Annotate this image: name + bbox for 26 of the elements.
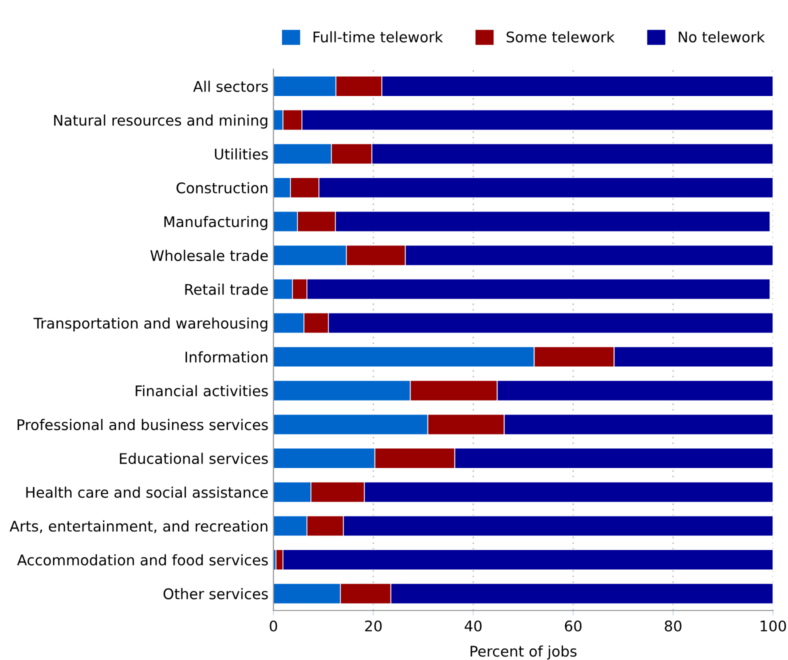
y-tick-label: Construction bbox=[176, 182, 268, 194]
y-tick-label: Manufacturing bbox=[164, 216, 268, 230]
x-tick-label: 100 bbox=[760, 620, 786, 632]
x-axis-title: Percent of jobs bbox=[470, 645, 577, 660]
y-tick-label: Accommodation and food services bbox=[17, 554, 268, 566]
y-tick-label: All sectors bbox=[193, 80, 268, 92]
y-tick-label: Financial activities bbox=[136, 385, 268, 396]
y-tick-label: Wholesale trade bbox=[150, 250, 268, 262]
x-tick-label: 0 bbox=[270, 620, 278, 632]
y-tick-label: Other services bbox=[164, 588, 268, 600]
y-tick-label: Retail trade bbox=[185, 284, 268, 295]
legend-label: Full-time telework bbox=[314, 31, 443, 42]
legend-label: No telework bbox=[678, 31, 765, 42]
y-tick-label: Professional and business services bbox=[18, 418, 268, 430]
x-tick-label: 20 bbox=[365, 620, 382, 632]
y-tick-label: Utilities bbox=[214, 148, 268, 160]
y-tick-label: Information bbox=[186, 351, 268, 363]
y-tick-label: Arts, entertainment, and recreation bbox=[10, 520, 268, 534]
y-tick-label: Health care and social assistance bbox=[26, 486, 268, 498]
y-tick-label: Natural resources and mining bbox=[54, 114, 268, 129]
x-tick-label: 40 bbox=[464, 620, 482, 632]
y-tick-label: Educational services bbox=[120, 452, 268, 464]
legend-label: Some telework bbox=[506, 31, 615, 42]
x-tick-label: 80 bbox=[664, 620, 682, 632]
y-tick-label: Transportation and warehousing bbox=[33, 317, 268, 332]
x-tick-label: 60 bbox=[564, 620, 582, 632]
